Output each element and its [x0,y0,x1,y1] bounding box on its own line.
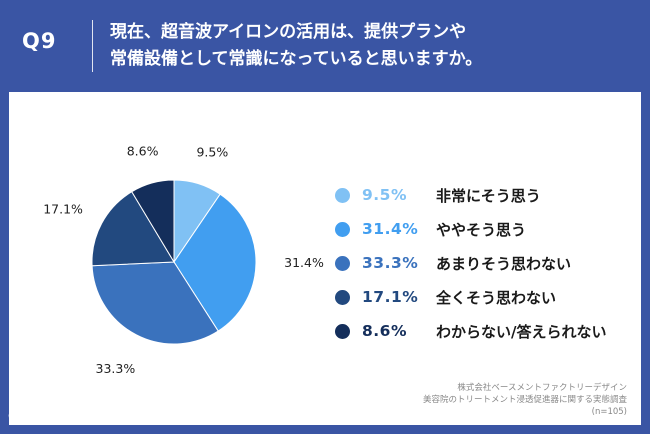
legend-dot [335,323,350,339]
legend-dot [335,255,350,271]
legend: 9.5% 非常にそう思う 31.4% ややそう思う 33.3% あまりそう思わない 17.1… [335,178,635,348]
legend-item-4: 17.1% 全くそう思わない [335,280,635,314]
slice-label-3: 33.3% [96,361,136,376]
legend-label: あまりそう思わない [436,254,572,273]
question-text: 現在、超音波アイロンの活用は、提供プランや 常備設備として常識になっていると思い… [110,19,630,73]
legend-item-1: 9.5% 非常にそう思う [335,178,635,212]
legend-percent: 31.4% [362,220,419,238]
source-line-1: 株式会社ベースメントファクトリーデザイン [457,383,627,393]
legend-label: わからない/答えられない [436,322,607,341]
source-line-3: (n=105) [591,407,627,417]
legend-dot [335,289,350,305]
legend-label: ややそう思う [436,220,527,239]
legend-dot [335,221,350,237]
slice-label-5: 8.6% [127,143,159,158]
brand-logo: CARE PRO [8,409,82,423]
legend-percent: 17.1% [362,288,419,306]
slice-label-1: 9.5% [196,144,228,159]
legend-percent: 8.6% [362,322,407,340]
pie-chart: 9.5% 31.4% 33.3% 17.1% 8.6% [43,143,324,376]
question-number: Q9 [22,29,57,53]
question-line-1: 現在、超音波アイロンの活用は、提供プランや [110,22,467,42]
legend-percent: 33.3% [362,254,419,272]
pie-slice-5 [131,179,175,264]
pie-slice-2 [173,193,257,332]
slice-label-4: 17.1% [43,202,83,217]
legend-dot [335,187,350,203]
slice-label-2: 31.4% [284,255,324,270]
pie-slice-4 [91,191,175,267]
header-divider [92,20,93,72]
legend-label: 全くそう思わない [436,288,557,307]
legend-label: 非常にそう思う [436,186,541,205]
source-note: 株式会社ベースメントファクトリーデザイン 美容院のトリートメント浸透促進器に関す… [367,382,627,418]
source-line-2: 美容院のトリートメント浸透促進器に関する実態調査 [422,395,627,405]
question-line-2: 常備設備として常識になっていると思いますか。 [110,49,483,69]
legend-item-5: 8.6% わからない/答えられない [335,314,635,348]
legend-item-3: 33.3% あまりそう思わない [335,246,635,280]
question-header: Q9 現在、超音波アイロンの活用は、提供プランや 常備設備として常識になっている… [0,0,650,90]
pie-slice-3 [91,261,219,345]
legend-percent: 9.5% [362,186,407,204]
legend-item-2: 31.4% ややそう思う [335,212,635,246]
chart-card: 9.5% 31.4% 33.3% 17.1% 8.6% 9.5% 非常にそう思う 31.4%… [9,92,641,425]
